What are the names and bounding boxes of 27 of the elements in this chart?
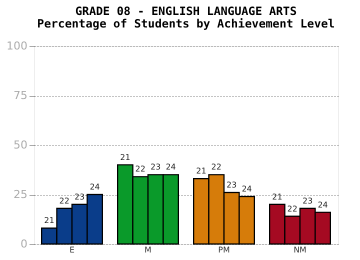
text: 21 xyxy=(196,166,206,176)
text: 23 xyxy=(302,196,313,206)
text: 24 xyxy=(242,184,252,194)
x-tick-label: M xyxy=(144,246,152,254)
y-tick-label: 75 xyxy=(14,89,28,102)
x-tick-label: NM xyxy=(294,246,307,254)
text: 24 xyxy=(318,200,328,210)
text: 21 xyxy=(120,152,130,162)
text: 22 xyxy=(211,162,222,172)
text: 23 xyxy=(150,162,161,172)
chart-subtitle: Percentage of Students by Achievement Level xyxy=(37,16,335,30)
series-label: 23 xyxy=(74,192,85,202)
text: 22 xyxy=(135,164,146,174)
text: 21 xyxy=(272,192,282,202)
y-tick-label: 100 xyxy=(6,40,28,52)
text: 22 xyxy=(287,204,298,214)
chart-title: GRADE 08 - ENGLISH LANGUAGE ARTS xyxy=(75,4,297,18)
series-label: 21 xyxy=(44,216,54,226)
series-label: 22 xyxy=(59,196,70,206)
y-tick-label: 0 xyxy=(20,238,28,250)
text: 23 xyxy=(226,180,237,190)
x-tick-label: E xyxy=(69,246,75,254)
y-tick-label: 50 xyxy=(14,138,28,152)
series-label: 24 xyxy=(90,182,100,192)
y-tick-label: 25 xyxy=(14,188,28,201)
x-tick-label: PM xyxy=(218,246,230,254)
text: 24 xyxy=(166,162,176,172)
